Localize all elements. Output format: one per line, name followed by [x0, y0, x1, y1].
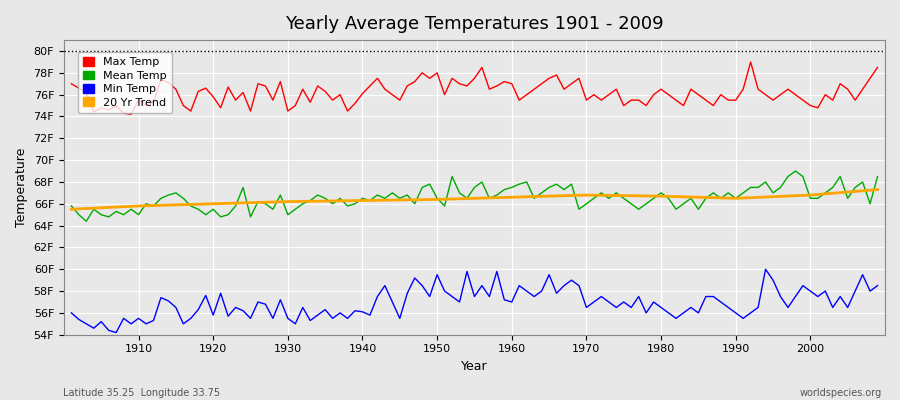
Y-axis label: Temperature: Temperature — [15, 148, 28, 227]
X-axis label: Year: Year — [461, 360, 488, 373]
Text: Latitude 35.25  Longitude 33.75: Latitude 35.25 Longitude 33.75 — [63, 388, 220, 398]
Legend: Max Temp, Mean Temp, Min Temp, 20 Yr Trend: Max Temp, Mean Temp, Min Temp, 20 Yr Tre… — [77, 52, 173, 113]
Title: Yearly Average Temperatures 1901 - 2009: Yearly Average Temperatures 1901 - 2009 — [285, 15, 664, 33]
Text: worldspecies.org: worldspecies.org — [800, 388, 882, 398]
